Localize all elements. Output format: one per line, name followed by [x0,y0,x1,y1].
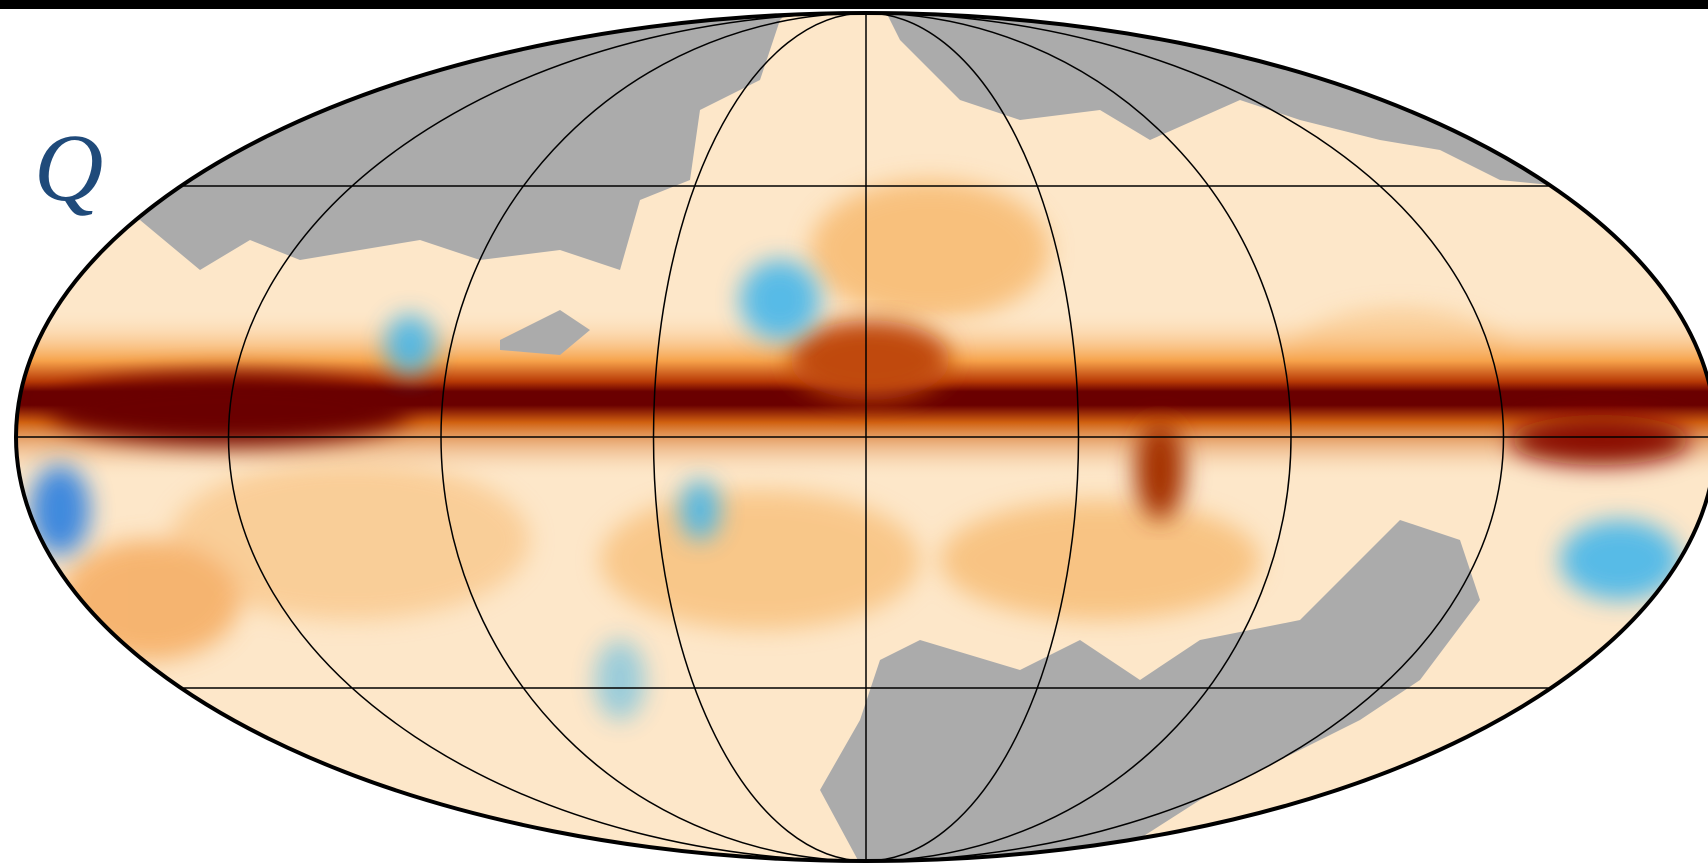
page: Q (() => { const data = JSON.parse(docum… [0,0,1708,864]
sky-map: Q [0,0,1708,864]
top-bar [0,0,1708,9]
stokes-label: Q [34,114,103,221]
